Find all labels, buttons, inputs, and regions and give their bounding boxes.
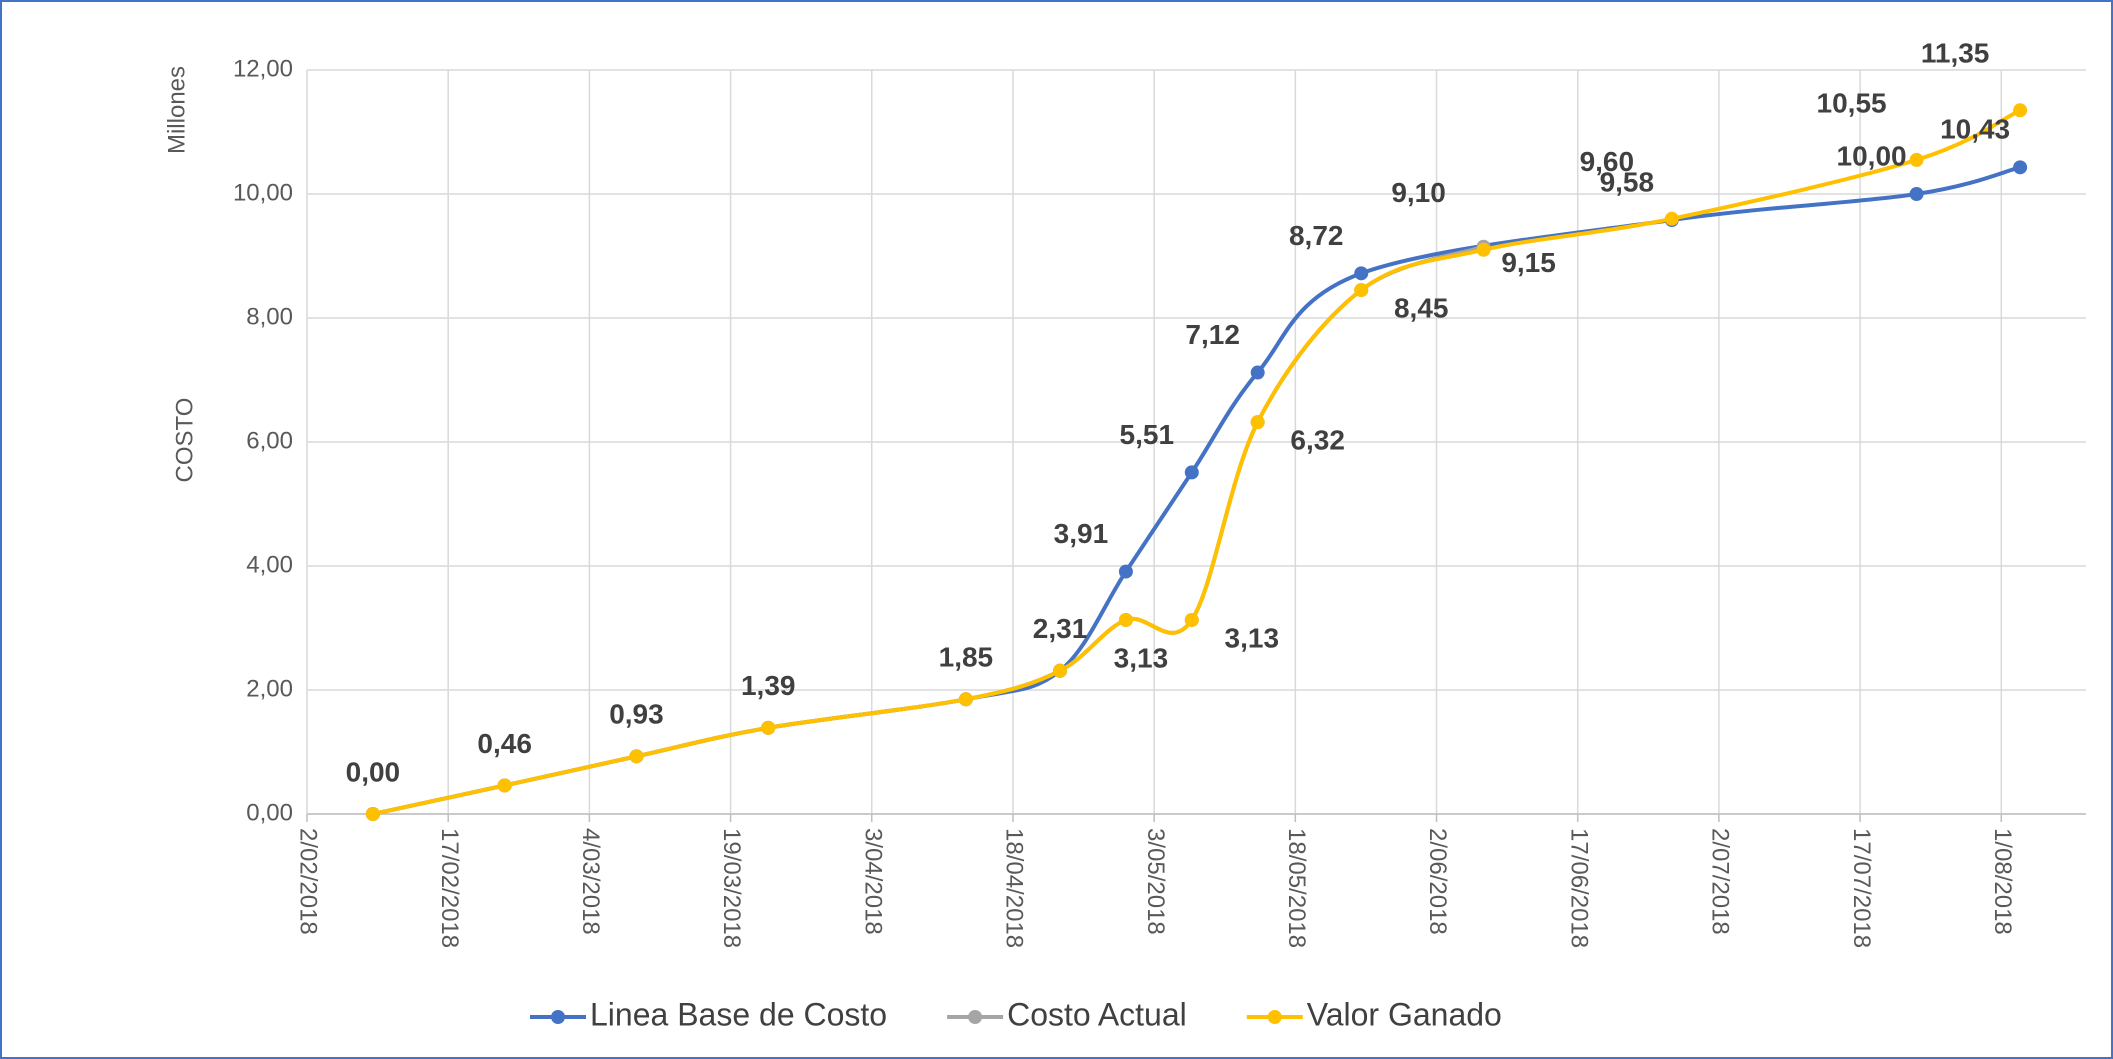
x-tick-label: 17/06/2018 <box>1565 828 1592 948</box>
data-label: 9,10 <box>1391 177 1446 208</box>
data-label: 10,55 <box>1817 87 1887 118</box>
data-label: 3,91 <box>1054 518 1109 549</box>
data-label: 0,46 <box>477 728 532 759</box>
data-label: 11,35 <box>1921 38 1990 69</box>
data-point <box>2013 160 2028 175</box>
data-label: 1,39 <box>741 670 796 701</box>
data-point <box>497 778 512 793</box>
x-tick-label: 17/02/2018 <box>436 828 463 948</box>
data-point <box>1354 283 1369 298</box>
data-label: 3,13 <box>1225 622 1280 653</box>
data-label: 6,32 <box>1290 425 1345 456</box>
data-label: 10,00 <box>1837 140 1907 171</box>
legend-label: Linea Base de Costo <box>590 996 887 1032</box>
data-point <box>1184 465 1199 480</box>
y-axis-title: COSTO <box>171 398 198 483</box>
data-label: 10,43 <box>1940 114 2010 145</box>
data-point <box>761 720 776 735</box>
data-label: 0,00 <box>346 756 401 787</box>
y-tick-label: 4,00 <box>246 551 293 578</box>
y-tick-label: 10,00 <box>233 179 293 206</box>
data-label: 1,85 <box>939 642 994 673</box>
x-tick-label: 2/02/2018 <box>295 828 322 935</box>
data-label: 9,58 <box>1600 166 1655 197</box>
data-point <box>958 692 973 707</box>
data-point <box>2013 103 2028 118</box>
data-point <box>1250 415 1265 430</box>
data-point <box>365 807 380 821</box>
data-point <box>1118 612 1133 627</box>
data-label: 3,13 <box>1114 642 1169 673</box>
data-point <box>1664 211 1679 226</box>
legend-label: Valor Ganado <box>1307 996 1502 1032</box>
data-point <box>1118 564 1133 579</box>
data-point <box>1184 612 1199 627</box>
data-label: 8,45 <box>1394 292 1449 323</box>
data-label: 0,93 <box>609 699 664 730</box>
data-point <box>1909 152 1924 167</box>
x-tick-label: 2/07/2018 <box>1707 828 1734 935</box>
x-tick-label: 1/08/2018 <box>1989 828 2016 935</box>
data-point <box>1250 365 1265 380</box>
x-tick-label: 17/07/2018 <box>1848 828 1875 948</box>
legend-swatch <box>968 1010 983 1024</box>
data-label: 8,72 <box>1289 220 1344 251</box>
x-tick-label: 19/03/2018 <box>718 828 745 948</box>
data-label: 9,15 <box>1501 247 1556 278</box>
legend-label: Costo Actual <box>1007 996 1187 1032</box>
y-tick-label: 6,00 <box>246 427 293 454</box>
y-tick-label: 8,00 <box>246 303 293 330</box>
data-point <box>629 749 644 764</box>
data-point <box>1053 663 1068 678</box>
x-tick-label: 18/05/2018 <box>1283 828 1310 948</box>
x-tick-label: 3/04/2018 <box>859 828 886 935</box>
y-axis-unit: Millones <box>163 66 190 154</box>
x-tick-label: 2/06/2018 <box>1424 828 1451 935</box>
y-tick-label: 12,00 <box>233 55 293 82</box>
x-tick-label: 4/03/2018 <box>577 828 604 935</box>
data-point <box>1476 242 1491 257</box>
legend-swatch <box>1267 1010 1282 1024</box>
data-label: 2,31 <box>1033 613 1088 644</box>
data-label: 7,12 <box>1185 319 1240 350</box>
y-tick-label: 0,00 <box>246 799 293 826</box>
y-tick-label: 2,00 <box>246 675 293 702</box>
data-point <box>1354 266 1369 281</box>
legend-swatch <box>551 1010 565 1024</box>
data-label: 5,51 <box>1120 419 1175 450</box>
data-point <box>1909 187 1924 201</box>
data-label: 9,60 <box>1580 146 1635 177</box>
x-tick-label: 3/05/2018 <box>1142 828 1169 935</box>
x-tick-label: 18/04/2018 <box>1001 828 1028 948</box>
